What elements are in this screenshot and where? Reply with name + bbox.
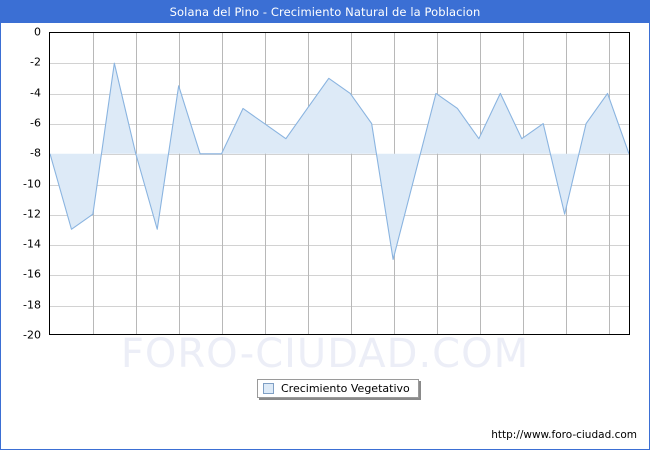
area-fill-path (50, 63, 629, 260)
legend-swatch-icon (263, 383, 274, 394)
watermark: FORO-CIUDAD.COM (120, 331, 530, 377)
source-url: http://www.foro-ciudad.com (491, 429, 637, 441)
y-axis-tick-label: -12 (23, 207, 41, 221)
grid-line-vertical (351, 33, 353, 334)
plot-frame (49, 32, 630, 335)
line-series-path (50, 62, 629, 261)
chart-legend[interactable]: Crecimiento Vegetativo (257, 379, 419, 398)
y-axis-tick-label: -16 (23, 267, 41, 281)
legend-label: Crecimiento Vegetativo (281, 382, 410, 395)
grid-line-vertical (308, 33, 310, 334)
grid-line-vertical (222, 33, 224, 334)
grid-line-horizontal (50, 184, 629, 186)
page-title: Solana del Pino - Crecimiento Natural de… (169, 5, 481, 19)
y-axis-tick-label: -4 (30, 86, 41, 100)
y-axis-tick-label: -8 (30, 146, 41, 160)
y-axis-tick-label: -10 (23, 177, 41, 190)
grid-line-vertical (179, 33, 181, 334)
grid-line-horizontal (50, 245, 629, 247)
window-title-bar: Solana del Pino - Crecimiento Natural de… (1, 1, 649, 23)
y-axis-tick-label: -20 (23, 328, 41, 342)
grid-line-vertical (523, 33, 525, 334)
y-axis-tick-label: -14 (23, 237, 41, 251)
data-series-svg (50, 62, 629, 261)
grid-line-horizontal (50, 275, 629, 277)
grid-line-vertical (480, 33, 482, 334)
grid-line-vertical (609, 33, 611, 334)
grid-line-horizontal (50, 154, 629, 156)
plot-area (49, 32, 630, 335)
y-axis-tick-label: -2 (30, 55, 41, 69)
grid-line-vertical (437, 33, 439, 334)
y-axis-tick-label: 0 (34, 25, 41, 39)
grid-line-vertical (265, 33, 267, 334)
y-axis-tick-label: -18 (23, 298, 41, 312)
y-axis-labels: 0 -2 -4 -6 -8 -10 -12 -14 -16 -18 -20 (1, 26, 650, 342)
grid-line-horizontal (50, 214, 629, 216)
y-axis-tick-label: -6 (30, 116, 41, 130)
grid-line-horizontal (50, 63, 629, 65)
grid-line-vertical (136, 33, 138, 334)
grid-line-horizontal (50, 305, 629, 307)
